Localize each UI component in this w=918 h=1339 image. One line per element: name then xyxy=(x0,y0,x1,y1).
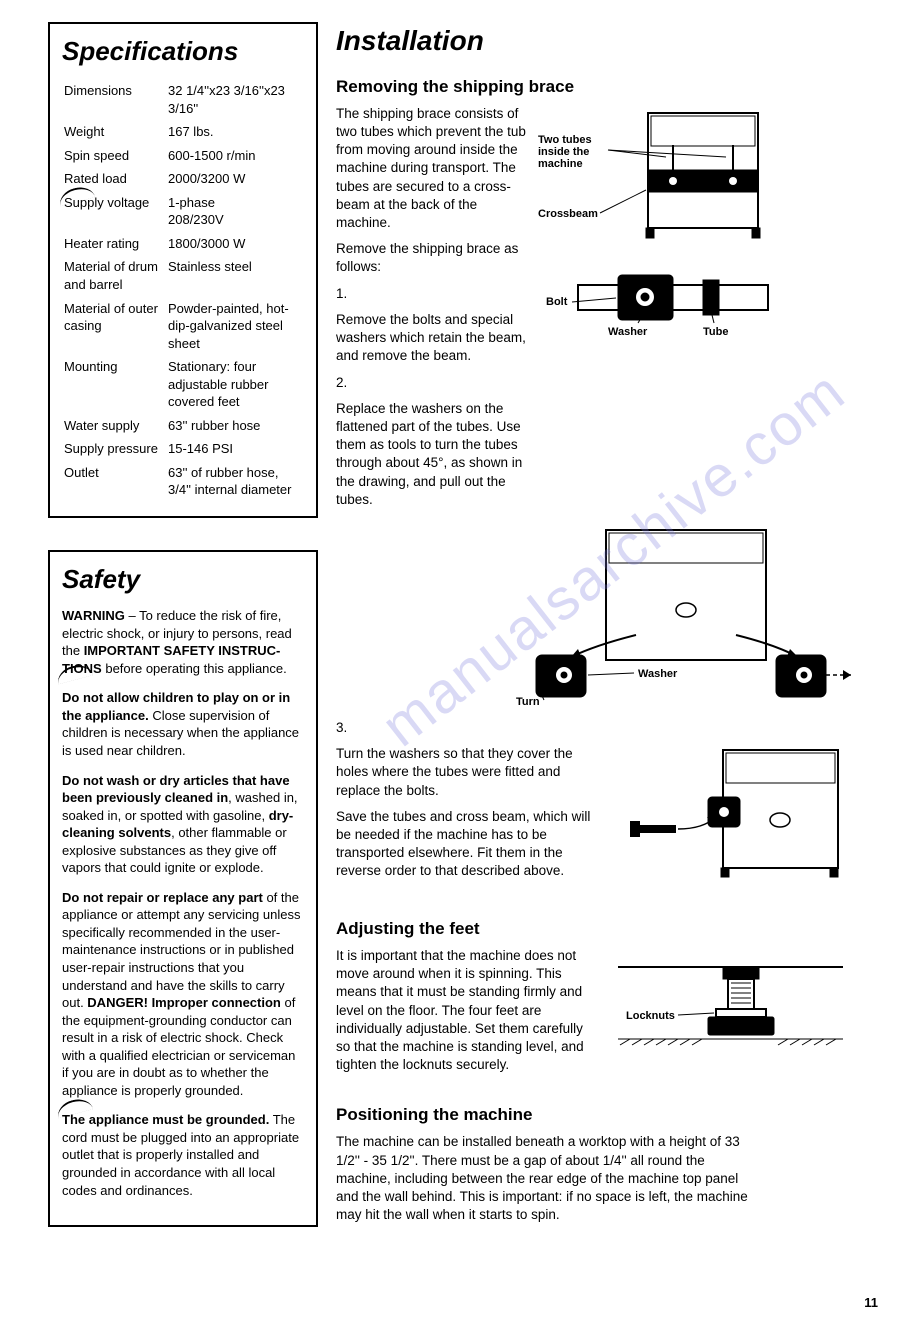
diagram-adjust-feet-icon: Locknuts xyxy=(608,947,848,1067)
safety-paragraph: Do not allow children to play on or in t… xyxy=(62,689,304,759)
label-washer: Washer xyxy=(608,326,648,338)
spec-key: Dimensions xyxy=(62,79,166,120)
step1-num: 1. xyxy=(336,285,526,303)
diagram-refit-bolts-icon xyxy=(608,745,848,885)
safety-panel: Safety WARNING – To reduce the risk of f… xyxy=(48,550,318,1227)
label-washer-2: Washer xyxy=(638,668,678,680)
label-two-tubes: Two tubesinside themachine xyxy=(538,134,592,170)
label-crossbeam: Crossbeam xyxy=(538,208,598,220)
spec-value: 167 lbs. xyxy=(166,120,304,144)
safety-paragraph: The appliance must be grounded. The cord… xyxy=(62,1111,304,1199)
label-turn: Turn xyxy=(516,696,540,708)
safety-title: Safety xyxy=(62,562,304,597)
positioning-text: The machine can be installed beneath a w… xyxy=(336,1133,756,1224)
spec-key: Outlet xyxy=(62,461,166,502)
adjusting-heading: Adjusting the feet xyxy=(336,918,892,941)
spec-row: Spin speed600-1500 r/min xyxy=(62,144,304,168)
spec-value: Powder-painted, hot-dip-galvanized steel… xyxy=(166,297,304,356)
label-tube: Tube xyxy=(703,326,728,338)
specifications-table: Dimensions32 1/4''x23 3/16''x23 3/16''We… xyxy=(62,79,304,502)
spec-row: Dimensions32 1/4''x23 3/16''x23 3/16'' xyxy=(62,79,304,120)
safety-paragraph: Do not repair or replace any part of the… xyxy=(62,889,304,1100)
step2-text: Replace the washers on the flattened par… xyxy=(336,400,526,509)
spec-value: Stainless steel xyxy=(166,255,304,296)
spec-row: Supply pressure15-146 PSI xyxy=(62,437,304,461)
adjusting-text: It is important that the machine does no… xyxy=(336,947,596,1075)
spec-row: Weight167 lbs. xyxy=(62,120,304,144)
spec-key: Water supply xyxy=(62,414,166,438)
spec-key: Mounting xyxy=(62,355,166,414)
step3-num: 3. xyxy=(336,719,892,737)
spec-row: Water supply63'' rubber hose xyxy=(62,414,304,438)
spec-row: Heater rating1800/3000 W xyxy=(62,232,304,256)
spec-value: 600-1500 r/min xyxy=(166,144,304,168)
spec-row: Material of outer casingPowder-painted, … xyxy=(62,297,304,356)
spec-row: Rated load2000/3200 W xyxy=(62,167,304,191)
safety-paragraph: Do not wash or dry articles that have be… xyxy=(62,772,304,877)
spec-value: 1-phase 208/230V xyxy=(166,191,304,232)
diagram-turn-washers-icon: Washer Turn xyxy=(516,525,856,710)
spec-value: 2000/3200 W xyxy=(166,167,304,191)
removing-lead: Remove the shipping brace as follows: xyxy=(336,240,526,276)
spec-value: 32 1/4''x23 3/16''x23 3/16'' xyxy=(166,79,304,120)
diagram-machine-rear-icon: Two tubesinside themachine Crossbeam xyxy=(538,105,778,260)
positioning-heading: Positioning the machine xyxy=(336,1104,892,1127)
spec-value: 63'' rubber hose xyxy=(166,414,304,438)
removing-heading: Removing the shipping brace xyxy=(336,76,892,99)
spec-key: Supply pressure xyxy=(62,437,166,461)
step3b-text: Save the tubes and cross beam, which wil… xyxy=(336,808,596,881)
spec-row: Supply voltage1-phase 208/230V xyxy=(62,191,304,232)
spec-row: Outlet63'' of rubber hose, 3/4'' interna… xyxy=(62,461,304,502)
step2-num: 2. xyxy=(336,374,526,392)
label-bolt: Bolt xyxy=(546,296,568,308)
spec-key: Material of drum and barrel xyxy=(62,255,166,296)
spec-key: Spin speed xyxy=(62,144,166,168)
diagram-crossbeam-closeup-icon: Bolt Washer Tube xyxy=(538,265,778,345)
spec-key: Material of outer casing xyxy=(62,297,166,356)
safety-paragraph: WARNING – To reduce the risk of fire, el… xyxy=(62,607,304,677)
label-locknuts: Locknuts xyxy=(626,1010,675,1022)
page-number: 11 xyxy=(864,1294,878,1312)
specifications-title: Specifications xyxy=(62,34,304,69)
step3a-text: Turn the washers so that they cover the … xyxy=(336,745,596,800)
spec-key: Weight xyxy=(62,120,166,144)
spec-row: MountingStationary: four adjustable rubb… xyxy=(62,355,304,414)
spec-key: Heater rating xyxy=(62,232,166,256)
step1-text: Remove the bolts and special washers whi… xyxy=(336,311,526,366)
spec-value: Stationary: four adjustable rubber cover… xyxy=(166,355,304,414)
spec-row: Material of drum and barrelStainless ste… xyxy=(62,255,304,296)
installation-title: Installation xyxy=(336,22,892,60)
spec-value: 1800/3000 W xyxy=(166,232,304,256)
spec-value: 15-146 PSI xyxy=(166,437,304,461)
removing-intro: The shipping brace consists of two tubes… xyxy=(336,105,526,233)
spec-value: 63'' of rubber hose, 3/4'' internal diam… xyxy=(166,461,304,502)
specifications-panel: Specifications Dimensions32 1/4''x23 3/1… xyxy=(48,22,318,518)
